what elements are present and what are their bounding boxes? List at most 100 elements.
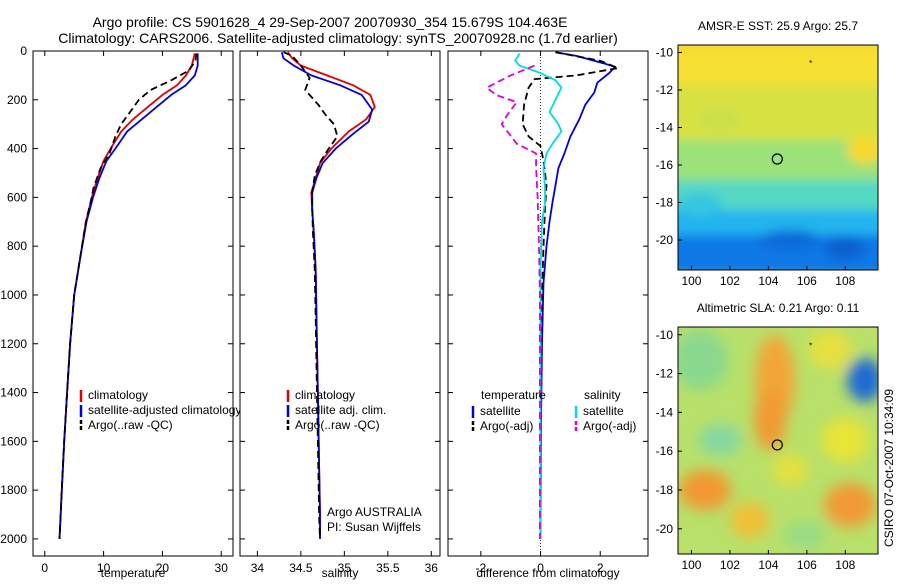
y-tick-label: 1400 bbox=[0, 386, 27, 400]
x-tick-label: 0 bbox=[537, 561, 544, 575]
map-y-tick-label: -10 bbox=[656, 46, 674, 60]
y-tick-label: 1800 bbox=[0, 483, 27, 497]
x-tick-label: 34 bbox=[251, 561, 265, 575]
map-y-tick-label: -18 bbox=[656, 196, 674, 210]
map-star-marker: * bbox=[809, 59, 812, 68]
map-y-tick-label: -20 bbox=[656, 233, 674, 247]
series-line bbox=[280, 51, 374, 539]
map-frame bbox=[677, 44, 879, 271]
sst-band-2 bbox=[678, 85, 878, 140]
map-x-tick-label: 104 bbox=[758, 558, 778, 572]
sst-band-3 bbox=[678, 140, 878, 180]
legend-label: Argo(-adj) bbox=[583, 419, 636, 433]
map-frame bbox=[677, 326, 879, 555]
sst-blob-5 bbox=[700, 110, 740, 130]
sla-blob-10 bbox=[730, 502, 770, 538]
x-tick-label: -2 bbox=[475, 561, 486, 575]
map-x-tick-label: 100 bbox=[681, 274, 701, 288]
legend-column-header: salinity bbox=[584, 388, 621, 402]
legend-label: climatology bbox=[295, 388, 355, 402]
y-tick-label: 400 bbox=[7, 142, 27, 156]
sla-blob-5 bbox=[847, 358, 878, 402]
x-tick-label: 30 bbox=[215, 561, 229, 575]
map-y-tick-label: -14 bbox=[656, 405, 674, 419]
sst-heatmap bbox=[678, 45, 878, 270]
map-y-tick-label: -18 bbox=[656, 483, 674, 497]
sst-band-top bbox=[678, 45, 878, 85]
y-tick-label: 1600 bbox=[0, 434, 27, 448]
plot-annotation: Argo AUSTRALIA bbox=[327, 505, 422, 519]
map-sla_map: Altimetric SLA: 0.21 Argo: 0.11 100 102 104… bbox=[656, 301, 879, 572]
float-position-marker bbox=[771, 439, 783, 451]
map-x-tick-label: 102 bbox=[720, 274, 740, 288]
figure-title-line1: Argo profile: CS 5901628_4 29-Sep-2007 2… bbox=[93, 14, 568, 30]
sla-blob-12 bbox=[783, 521, 827, 549]
sst-field bbox=[678, 45, 878, 270]
figure-title-line2: Climatology: CARS2006. Satellite-adjuste… bbox=[58, 30, 618, 46]
map-star-marker: * bbox=[809, 341, 812, 350]
x-tick-label: 36 bbox=[425, 561, 439, 575]
sla-blob-7 bbox=[698, 424, 742, 456]
panel-frame-salinity bbox=[239, 50, 441, 557]
sst-blob-1 bbox=[847, 136, 878, 164]
map-annotations: AMSR-E SST: 25.9 Argo: 25.7 100 102 104 106 1… bbox=[656, 19, 879, 572]
float-position-marker bbox=[771, 153, 783, 165]
y-tick-label: 800 bbox=[7, 239, 27, 253]
profile-plots: 0 10 20 30020040060080010001200140016001800… bbox=[0, 44, 649, 580]
panel-frame-temperature bbox=[32, 50, 234, 557]
sla-blob-9 bbox=[772, 454, 808, 486]
y-tick-label: 2000 bbox=[0, 532, 27, 546]
map-y-tick-label: -20 bbox=[656, 522, 674, 536]
x-tick-label: 35 bbox=[338, 561, 352, 575]
x-tick-label: 0 bbox=[41, 561, 48, 575]
map-y-tick-label: -10 bbox=[656, 328, 674, 342]
x-axis-label: difference from climatology bbox=[476, 566, 619, 580]
panel-frame-difference bbox=[447, 50, 649, 557]
y-tick-label: 600 bbox=[7, 190, 27, 204]
legend-label: satellite-adjusted climatology bbox=[88, 403, 241, 417]
map-x-tick-label: 108 bbox=[835, 558, 855, 572]
series-line bbox=[283, 51, 339, 539]
sla-blob-1 bbox=[678, 330, 728, 390]
legend-label: climatology bbox=[88, 388, 148, 402]
sst-blob-3 bbox=[760, 230, 820, 250]
sst-blob-4 bbox=[825, 236, 865, 260]
map-x-tick-label: 108 bbox=[835, 274, 855, 288]
map-y-tick-label: -12 bbox=[656, 83, 674, 97]
sla-blob-8 bbox=[679, 470, 731, 510]
x-tick-label: 34.5 bbox=[289, 561, 313, 575]
series-line bbox=[485, 64, 541, 539]
x-tick-label: 20 bbox=[156, 561, 170, 575]
map-y-tick-label: -14 bbox=[656, 121, 674, 135]
y-tick-label: 0 bbox=[20, 44, 27, 58]
sla-blob-6 bbox=[821, 418, 869, 462]
sla-blob-11 bbox=[824, 483, 876, 527]
panel-temperature: 0 10 20 30 0 200 400 600 800 1000 1200 1400 1600 1800… bbox=[0, 44, 241, 580]
x-tick-label: 2 bbox=[597, 561, 604, 575]
map-title: Altimetric SLA: 0.21 Argo: 0.11 bbox=[697, 301, 860, 315]
y-tick-label: 200 bbox=[7, 93, 27, 107]
panel-salinity: 34 34.5 35 35.5 36 salinity climatologysatelli… bbox=[239, 50, 441, 580]
series-line bbox=[58, 53, 199, 539]
y-tick-label: 1000 bbox=[0, 288, 27, 302]
map-x-tick-label: 106 bbox=[797, 558, 817, 572]
map-x-tick-label: 104 bbox=[758, 274, 778, 288]
map-sst_map: AMSR-E SST: 25.9 Argo: 25.7 100 102 104 106 1… bbox=[656, 19, 879, 288]
map-y-tick-label: -16 bbox=[656, 158, 674, 172]
legend-label: satellite adj. clim. bbox=[295, 403, 386, 417]
map-x-tick-label: 102 bbox=[720, 558, 740, 572]
x-tick-label: 10 bbox=[97, 561, 111, 575]
y-tick-label: 1200 bbox=[0, 337, 27, 351]
x-tick-label: 35.5 bbox=[376, 561, 400, 575]
legend-label: Argo(..raw -QC) bbox=[88, 418, 173, 432]
sla-blob-3 bbox=[754, 390, 786, 450]
legend-column-header: temperature bbox=[481, 388, 546, 402]
map-x-tick-label: 100 bbox=[681, 558, 701, 572]
map-x-tick-label: 106 bbox=[797, 274, 817, 288]
map-y-tick-label: -12 bbox=[656, 367, 674, 381]
x-axis-label: temperature bbox=[101, 566, 166, 580]
map-y-tick-label: -16 bbox=[656, 444, 674, 458]
side-timestamp: CSIRO 07-Oct-2007 10:34:09 bbox=[882, 389, 896, 547]
